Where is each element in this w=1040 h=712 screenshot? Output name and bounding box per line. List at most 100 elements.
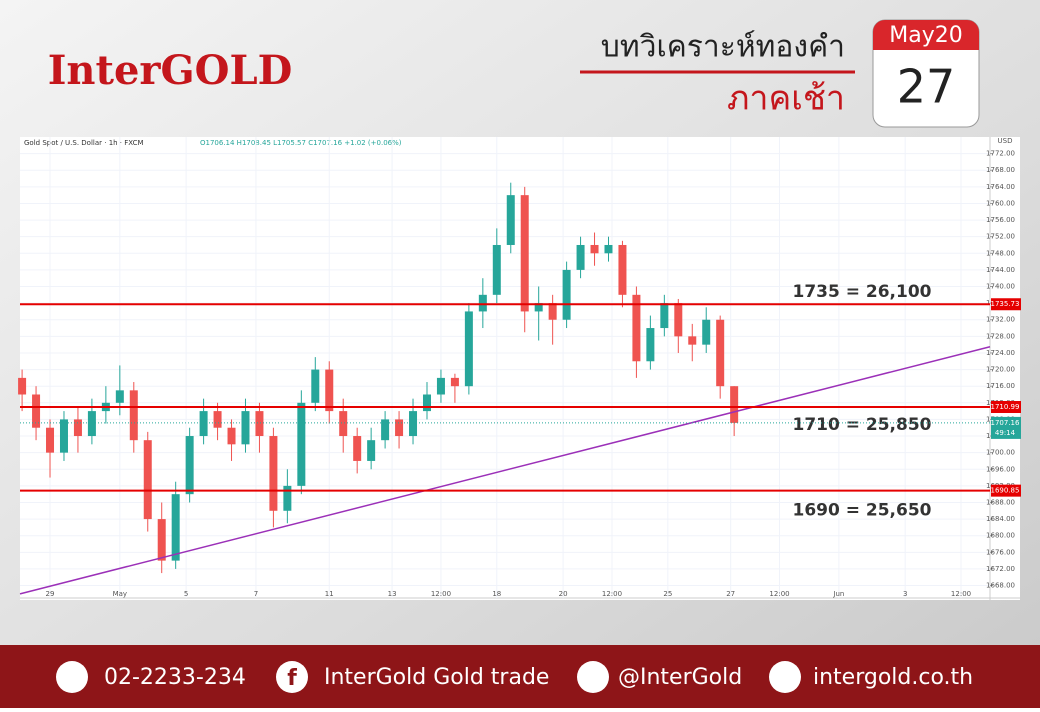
x-tick-label: 11 — [325, 590, 334, 598]
level-annotation: 1710 = 25,850 — [793, 415, 932, 435]
y-tick-label: 1732.00 — [986, 316, 1015, 324]
level-tag — [991, 298, 1021, 311]
candle-body — [18, 377, 27, 395]
x-tick-label: 13 — [388, 590, 397, 598]
candle-body — [464, 311, 473, 387]
candle-body — [59, 419, 68, 453]
candle-body — [325, 369, 334, 412]
candle-body — [87, 411, 96, 437]
countdown: 49:14 — [995, 429, 1016, 437]
level-annotation: 1735 = 26,100 — [793, 282, 932, 302]
footer-icons: f — [56, 661, 801, 693]
candle-body — [548, 303, 557, 320]
level-tag — [991, 400, 1021, 413]
phone-icon — [56, 661, 88, 693]
candle-body — [32, 394, 41, 428]
x-tick-label: 29 — [46, 590, 55, 598]
logo: InterGOLD — [48, 47, 293, 94]
x-tick-label: 25 — [663, 590, 672, 598]
y-tick-label: 1720.00 — [986, 366, 1015, 374]
header-title: บทวิเคราะห์ทองคำ — [601, 30, 845, 65]
y-tick-label: 1700.00 — [986, 449, 1015, 457]
candle-body — [115, 390, 124, 403]
candle-body — [241, 411, 250, 445]
y-tick-label: 1760.00 — [986, 199, 1015, 207]
level-annotation: 1690 = 25,650 — [793, 501, 932, 521]
last-price-label: 1707.16 — [991, 419, 1020, 427]
calendar-top — [873, 20, 979, 50]
candle-body — [46, 427, 55, 453]
y-tick-label: 1772.00 — [986, 150, 1015, 158]
candle-body — [171, 494, 180, 561]
candle-body — [562, 269, 571, 320]
level-tag-label: 1690.85 — [991, 487, 1020, 495]
calendar-day: 27 — [897, 60, 956, 114]
y-tick-label: 1716.00 — [986, 382, 1015, 390]
x-tick-label: 27 — [726, 590, 735, 598]
candle-body — [534, 303, 543, 312]
candle-body — [520, 195, 529, 312]
y-tick-label: 1728.00 — [986, 332, 1015, 340]
candle-body — [674, 303, 683, 337]
x-tick-label: 12:00 — [431, 590, 451, 598]
candle-body — [478, 294, 487, 312]
candle-body — [688, 336, 697, 345]
candle-body — [618, 244, 627, 295]
y-tick-label: 1752.00 — [986, 233, 1015, 241]
last-price-tag — [991, 416, 1021, 439]
y-tick-label: 1744.00 — [986, 266, 1015, 274]
candle-body — [660, 303, 669, 329]
y-tick-label: 1676.00 — [986, 548, 1015, 556]
y-tick-label: 1756.00 — [986, 216, 1015, 224]
candle-body — [283, 485, 292, 511]
globe-icon — [769, 661, 801, 693]
y-tick-label: 1672.00 — [986, 565, 1015, 573]
x-tick-label: 12:00 — [951, 590, 971, 598]
candle-body — [702, 319, 711, 345]
facebook-glyph: f — [287, 666, 297, 691]
candle-body — [381, 419, 390, 441]
y-tick-label: 1764.00 — [986, 183, 1015, 191]
y-tick-label: 1724.00 — [986, 349, 1015, 357]
trend-line — [19, 346, 991, 595]
footer-facebook: InterGold Gold trade — [324, 665, 549, 690]
candle-body — [604, 244, 613, 254]
x-tick-label: 5 — [184, 590, 188, 598]
candle-body — [185, 436, 194, 495]
candle-body — [255, 411, 264, 437]
candle-body — [227, 427, 236, 445]
y-tick-label: 1740.00 — [986, 283, 1015, 291]
candle-body — [632, 294, 641, 362]
candle-body — [213, 411, 222, 428]
chart-area — [20, 137, 1020, 600]
candle-body — [269, 436, 278, 511]
calendar: May20 27 — [872, 19, 980, 128]
plot: 1668.00 1672.00 1676.00 1680.00 1684.00 1688.… — [18, 137, 1021, 598]
ohlc-legend: O1706.14 H1708.45 L1705.57 C1707.16 +1.0… — [200, 139, 402, 147]
y-tick-label: 1684.00 — [986, 515, 1015, 523]
candle-body — [353, 436, 362, 461]
candle-body — [576, 244, 585, 270]
x-tick-label: 20 — [559, 590, 568, 598]
candle-body — [297, 402, 306, 486]
x-tick-label: 12:00 — [602, 590, 622, 598]
facebook-icon — [276, 661, 308, 693]
x-tick-label: 18 — [492, 590, 501, 598]
footer-website: intergold.co.th — [813, 665, 973, 690]
candle-body — [157, 519, 166, 561]
candle-body — [716, 319, 725, 387]
candle-body — [143, 440, 152, 520]
candle-body — [436, 377, 445, 395]
level-tag-label: 1735.73 — [991, 300, 1020, 308]
candle-body — [506, 195, 515, 245]
candle-body — [409, 411, 418, 437]
line-icon — [577, 661, 609, 693]
candle-body — [492, 244, 501, 295]
footer-bar — [0, 645, 1040, 708]
y-tick-label: 1696.00 — [986, 465, 1015, 473]
candle-body — [395, 419, 404, 437]
candle-body — [339, 411, 348, 437]
candle-body — [422, 394, 431, 412]
candle-body — [199, 411, 208, 437]
